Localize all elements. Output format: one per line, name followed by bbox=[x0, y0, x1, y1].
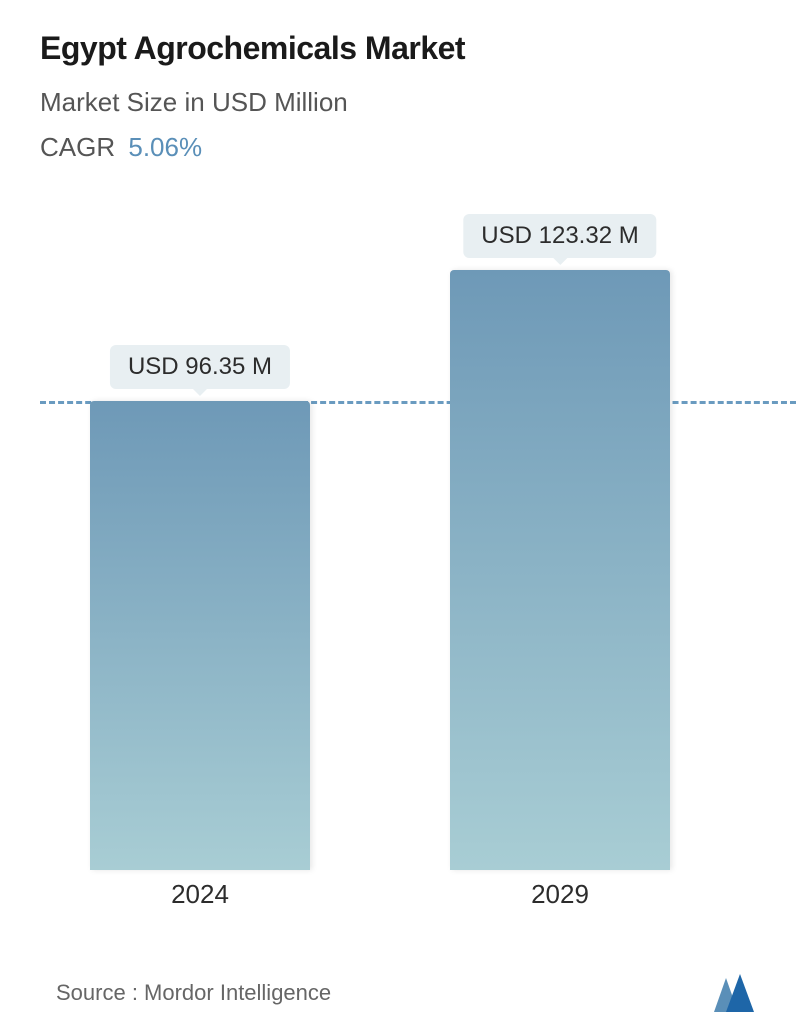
chart-subtitle: Market Size in USD Million bbox=[40, 87, 756, 118]
chart-footer: Source : Mordor Intelligence bbox=[56, 974, 756, 1012]
year-label-2029: 2029 bbox=[531, 879, 589, 910]
mordor-logo-icon bbox=[708, 974, 756, 1012]
year-label-2024: 2024 bbox=[171, 879, 229, 910]
source-text: Source : Mordor Intelligence bbox=[56, 980, 331, 1006]
cagr-value: 5.06% bbox=[128, 132, 202, 162]
value-badge-2024: USD 96.35 M bbox=[110, 345, 290, 389]
chart-area: USD 96.35 M 2024 USD 123.32 M 2029 bbox=[0, 200, 796, 920]
cagr-row: CAGR 5.06% bbox=[40, 132, 756, 163]
chart-title: Egypt Agrochemicals Market bbox=[40, 30, 756, 67]
bar-2024 bbox=[90, 401, 310, 870]
value-badge-2029: USD 123.32 M bbox=[463, 214, 656, 258]
bar-2029 bbox=[450, 270, 670, 870]
cagr-label: CAGR bbox=[40, 132, 115, 162]
